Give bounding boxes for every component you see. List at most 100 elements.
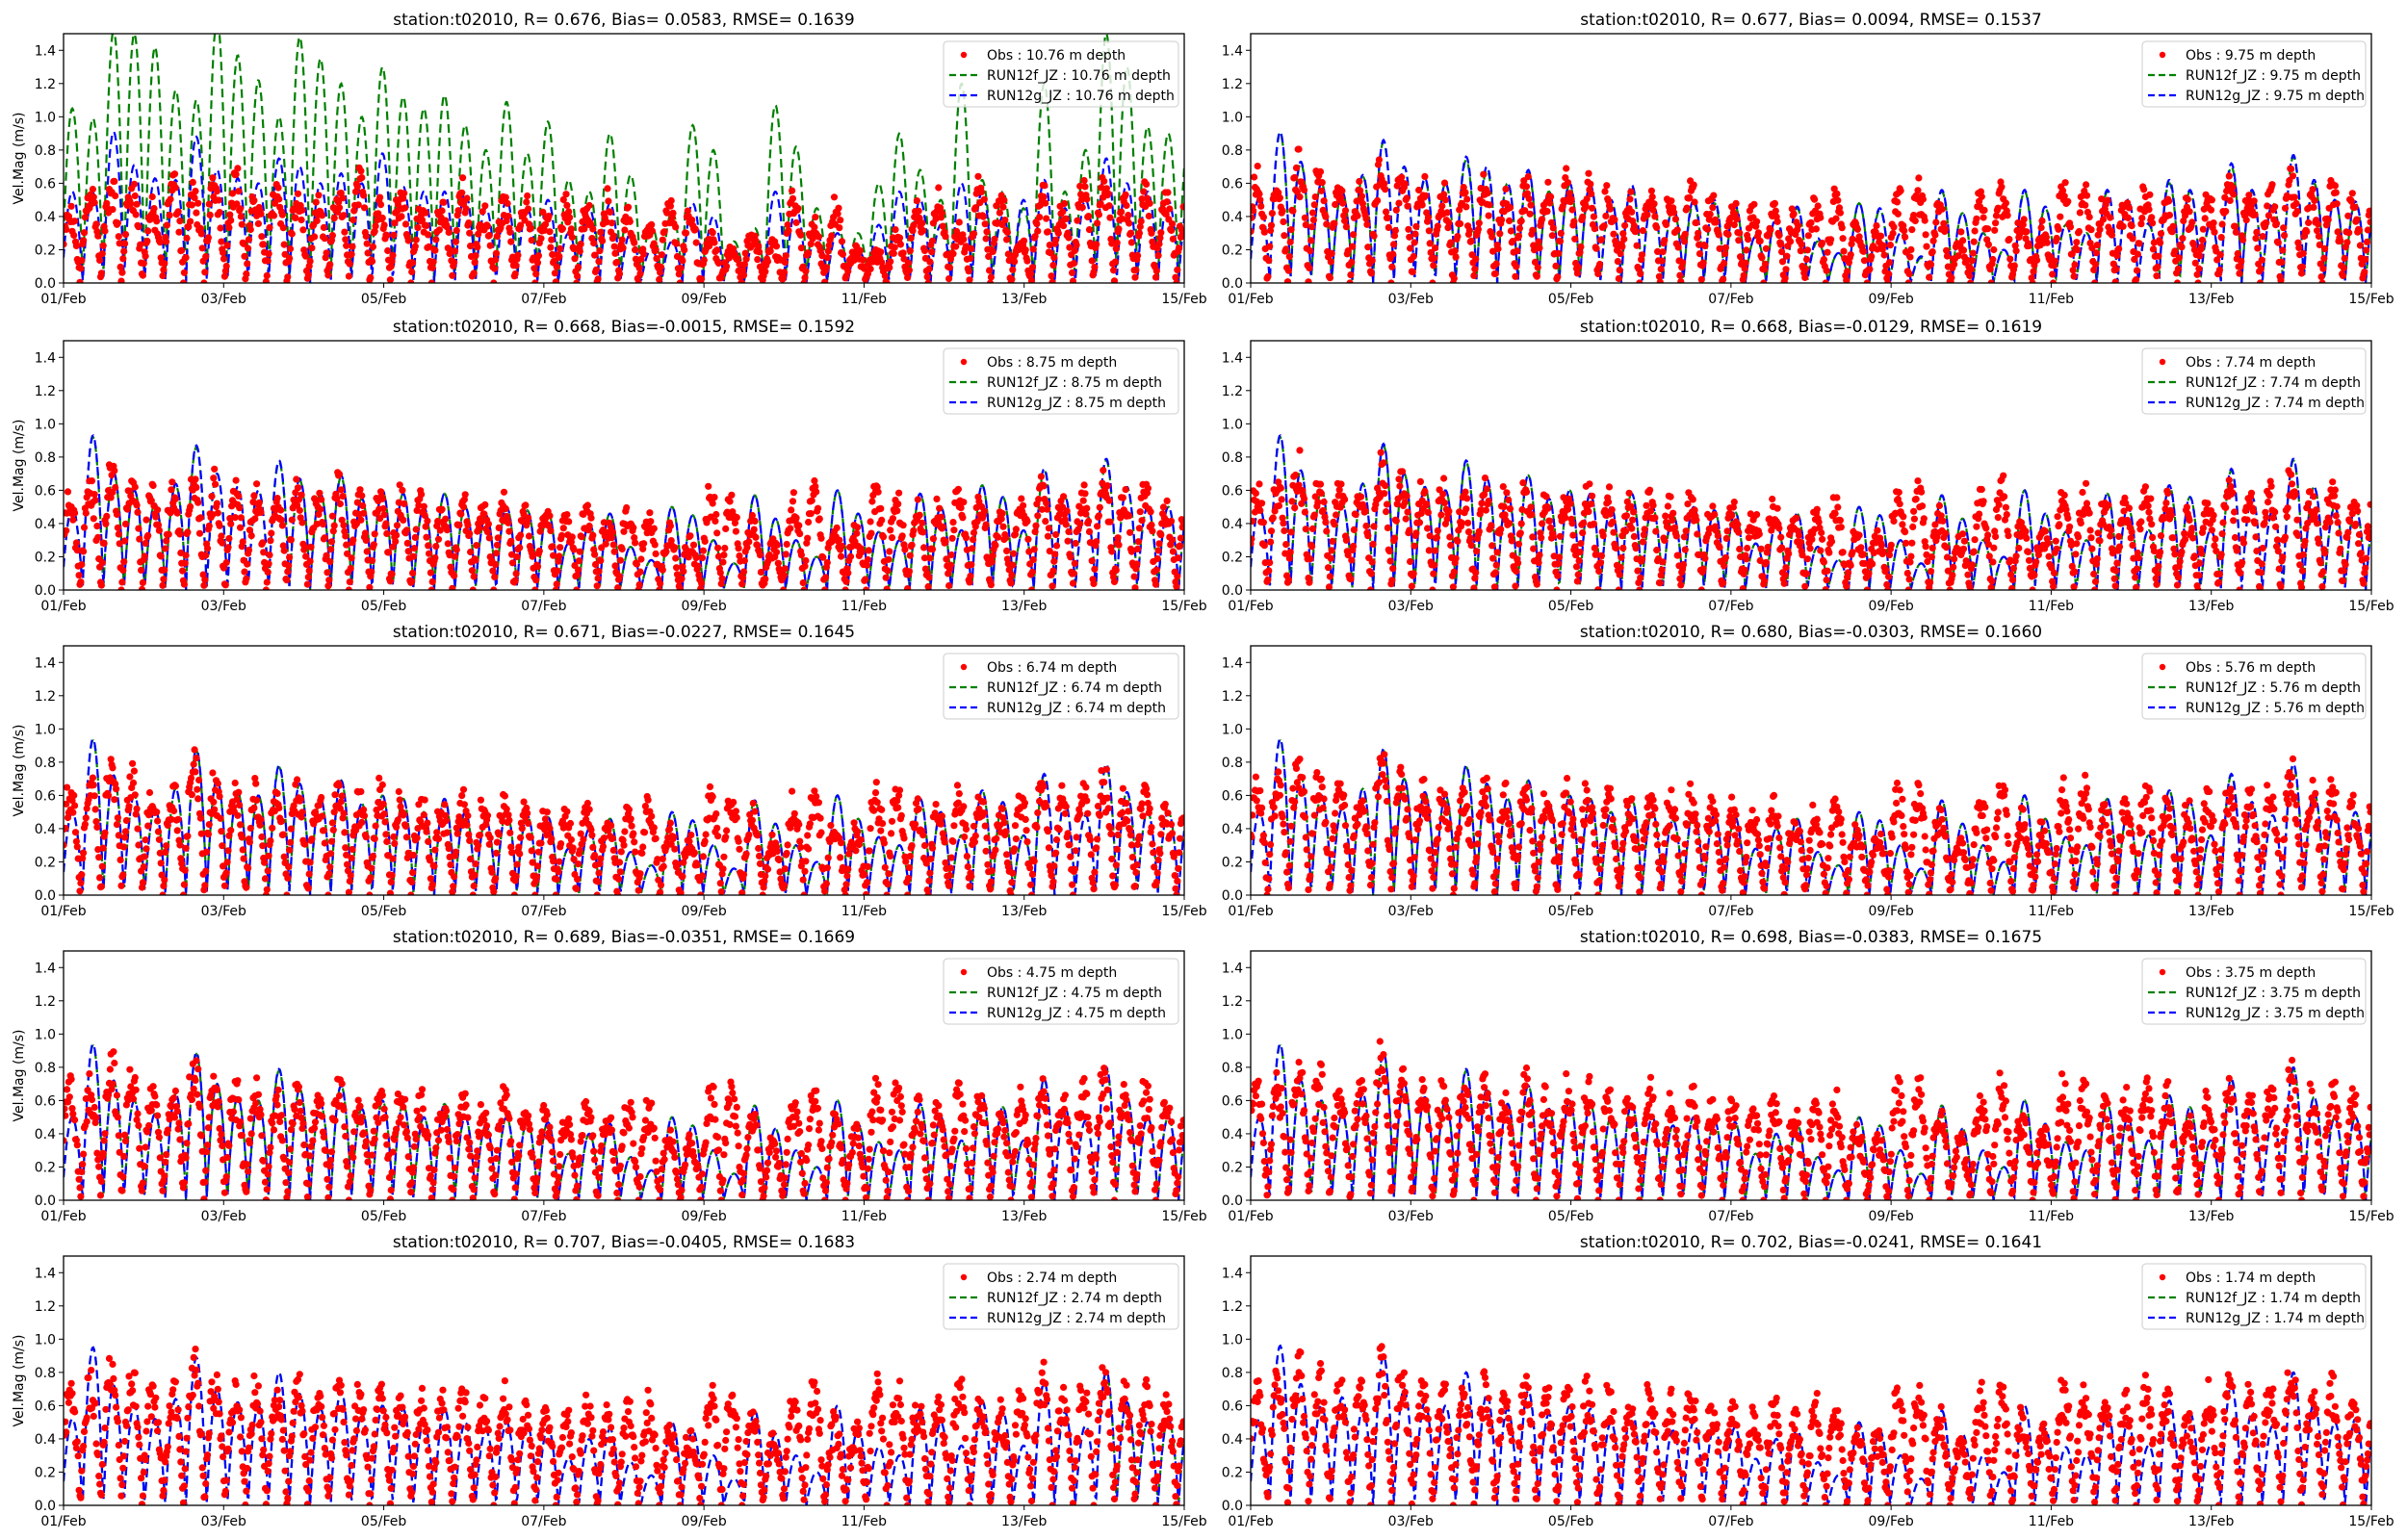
obs-point: [2091, 261, 2100, 269]
obs-point: [1517, 217, 1525, 225]
obs-point: [1732, 199, 1740, 207]
obs-point: [1364, 244, 1372, 251]
obs-point: [1976, 510, 1983, 518]
obs-point: [1918, 488, 1926, 496]
obs-point: [1817, 547, 1825, 554]
obs-point: [680, 568, 687, 576]
obs-point: [1971, 536, 1979, 544]
y-tick-label: 0.2: [1222, 243, 1243, 258]
obs-point: [1350, 542, 1358, 551]
obs-point: [653, 255, 660, 263]
obs-point: [949, 250, 957, 258]
obs-point: [1060, 199, 1069, 208]
obs-point: [209, 174, 217, 182]
obs-point: [250, 492, 258, 500]
obs-point: [1670, 209, 1678, 217]
obs-point: [1432, 547, 1439, 554]
obs-point: [1533, 580, 1540, 588]
obs-point: [1132, 267, 1140, 274]
obs-point: [2111, 278, 2119, 283]
obs-point: [1069, 277, 1077, 283]
obs-point: [121, 231, 130, 239]
obs-point: [317, 505, 324, 513]
obs-point: [610, 243, 618, 250]
obs-point: [1322, 519, 1330, 526]
obs-point: [549, 543, 556, 551]
obs-point: [179, 567, 187, 575]
obs-point: [1658, 257, 1666, 265]
obs-point: [296, 506, 303, 514]
obs-point: [1777, 241, 1785, 248]
obs-point: [1734, 521, 1742, 528]
obs-point: [1590, 213, 1597, 220]
obs-point: [2264, 202, 2271, 210]
obs-point: [595, 568, 603, 576]
obs-point: [1855, 531, 1863, 539]
obs-point: [890, 249, 897, 257]
obs-point: [1884, 586, 1892, 590]
obs-point: [410, 545, 418, 552]
obs-point: [446, 552, 453, 559]
obs-point: [239, 538, 246, 546]
obs-point: [1951, 261, 1958, 269]
obs-point: [1381, 490, 1388, 498]
obs-point: [512, 570, 520, 578]
obs-point: [2299, 249, 2307, 257]
obs-point: [294, 501, 301, 509]
obs-point: [1549, 533, 1557, 541]
obs-point: [1603, 182, 1611, 190]
obs-point: [197, 230, 205, 238]
obs-point: [202, 253, 210, 261]
obs-point: [1613, 544, 1620, 552]
obs-point: [1741, 566, 1748, 574]
obs-point: [1350, 231, 1358, 239]
obs-point: [1430, 262, 1437, 270]
obs-point: [224, 544, 232, 552]
obs-point: [2295, 244, 2303, 251]
obs-point: [1502, 185, 1510, 192]
x-tick-label: 01/Feb: [40, 292, 86, 307]
obs-point: [109, 206, 116, 214]
obs-point: [1066, 244, 1074, 251]
obs-point: [969, 545, 976, 552]
obs-point: [1110, 277, 1119, 283]
obs-point: [470, 270, 478, 277]
obs-point: [1556, 238, 1564, 245]
obs-point: [257, 210, 265, 218]
obs-point: [2179, 235, 2187, 243]
obs-point: [1401, 499, 1409, 506]
obs-point: [1697, 586, 1705, 590]
obs-point: [1987, 583, 1995, 590]
obs-point: [819, 553, 827, 561]
obs-point: [943, 555, 950, 563]
obs-point: [1259, 214, 1267, 221]
obs-point: [740, 556, 749, 565]
obs-point: [370, 541, 377, 549]
obs-point: [1797, 538, 1804, 546]
obs-point: [762, 268, 769, 275]
y-tick-label: 0.0: [35, 583, 56, 599]
obs-point: [1775, 232, 1783, 240]
obs-point: [1447, 239, 1455, 246]
obs-point: [853, 529, 861, 537]
obs-point: [1466, 534, 1474, 542]
obs-point: [1991, 226, 1999, 234]
obs-point: [1367, 570, 1375, 578]
obs-point: [712, 517, 719, 526]
obs-point: [907, 234, 915, 242]
obs-point: [2073, 239, 2081, 246]
obs-point: [1899, 521, 1906, 528]
obs-point: [1040, 482, 1048, 490]
obs-point: [1166, 205, 1174, 213]
x-tick-label: 11/Feb: [2029, 292, 2074, 307]
obs-point: [2366, 207, 2371, 215]
obs-point: [165, 530, 172, 538]
obs-point: [1069, 269, 1076, 276]
x-tick-label: 03/Feb: [201, 599, 246, 614]
obs-point: [844, 569, 852, 577]
obs-point: [393, 522, 401, 529]
obs-point: [1762, 244, 1770, 252]
obs-point: [1093, 538, 1100, 546]
obs-point: [378, 214, 386, 222]
obs-point: [1626, 195, 1634, 203]
